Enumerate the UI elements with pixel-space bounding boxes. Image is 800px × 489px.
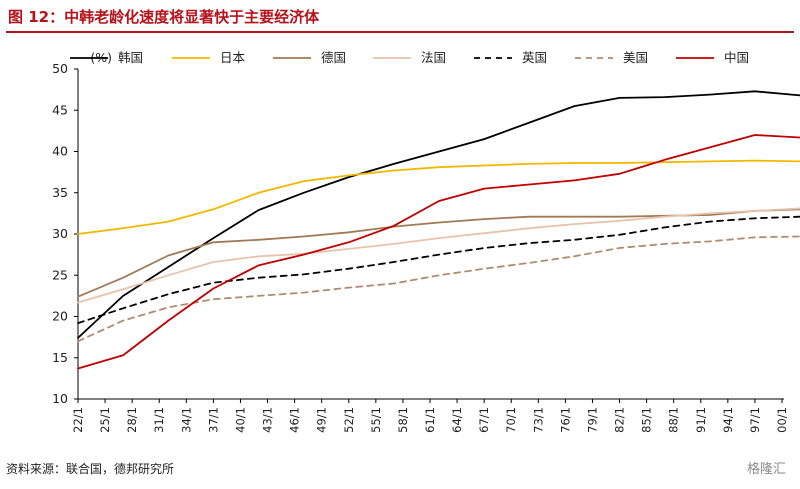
title-rule <box>6 31 794 33</box>
watermark-logo: 格隆汇 <box>746 462 786 477</box>
x-tick-label: 25/1 <box>98 407 112 433</box>
x-tick-label: 00/1 <box>775 407 789 433</box>
series-line-4 <box>77 215 800 325</box>
line-chart: 10 15 20 25 30 35 40 45 50 22/1 25/1 28/1 31/1 34/1 37… <box>52 50 800 433</box>
legend-label-0: 韩国 <box>118 50 143 65</box>
figure-title: 图 12：中韩老龄化速度将显著快于主要经济体 <box>8 8 320 26</box>
legend-label-5: 美国 <box>623 50 648 65</box>
title-row: 图 12：中韩老龄化速度将显著快于主要经济体 <box>6 2 794 33</box>
x-tick-label: 70/1 <box>504 407 518 433</box>
y-tick-label: 35 <box>52 185 68 200</box>
x-tick-label: 61/1 <box>423 407 437 433</box>
x-tick-label: 22/1 <box>71 407 85 433</box>
x-tick-label: 76/1 <box>558 407 572 433</box>
x-tick-label: 73/1 <box>531 407 545 433</box>
x-tick-label: 67/1 <box>477 407 491 433</box>
x-tick-label: 31/1 <box>152 407 166 433</box>
x-tick-label: 91/1 <box>694 407 708 433</box>
x-tick-label: 82/1 <box>613 407 627 433</box>
x-tick-label: 34/1 <box>179 407 193 433</box>
x-tick-label: 88/1 <box>667 407 681 433</box>
y-tick-label: 30 <box>52 226 68 241</box>
x-tick-label: 94/1 <box>721 407 735 433</box>
x-tick-label: 43/1 <box>261 407 275 433</box>
legend-label-4: 英国 <box>522 50 547 65</box>
y-tick-label: 10 <box>52 391 68 406</box>
y-tick-label: 40 <box>52 144 68 159</box>
x-tick-label: 64/1 <box>450 407 464 433</box>
legend-label-2: 德国 <box>321 50 346 65</box>
x-tick-label: 52/1 <box>342 407 356 433</box>
y-tick-label: 25 <box>52 267 68 282</box>
legend-label-1: 日本 <box>220 50 246 65</box>
chart-area: 10 15 20 25 30 35 40 45 50 22/1 25/1 28/1 31/1 34/1 37… <box>0 34 800 449</box>
y-tick-label: 20 <box>52 309 68 324</box>
x-tick-label: 79/1 <box>585 407 599 433</box>
x-tick-label: 37/1 <box>206 407 220 433</box>
x-tick-label: 55/1 <box>369 407 383 433</box>
x-tick-label: 85/1 <box>640 407 654 433</box>
legend-label-3: 法国 <box>421 50 446 65</box>
series-line-3 <box>77 207 800 304</box>
y-tick-label: 50 <box>52 61 68 76</box>
x-tick-label: 40/1 <box>233 407 247 433</box>
x-tick-label: 97/1 <box>748 407 762 433</box>
series-line-5 <box>77 235 800 343</box>
y-tick-label: 45 <box>52 102 68 117</box>
series-line-6 <box>77 134 800 370</box>
series-line-1 <box>77 159 800 235</box>
x-tick-label: 46/1 <box>288 407 302 433</box>
source-note: 资料来源：联合国，德邦研究所 <box>6 462 175 476</box>
x-tick-label: 58/1 <box>396 407 410 433</box>
x-tick-label: 28/1 <box>125 407 139 433</box>
series-line-0 <box>77 90 800 339</box>
legend-label-6: 中国 <box>724 50 749 65</box>
y-tick-label: 15 <box>52 350 68 365</box>
x-tick-label: 49/1 <box>315 407 329 433</box>
